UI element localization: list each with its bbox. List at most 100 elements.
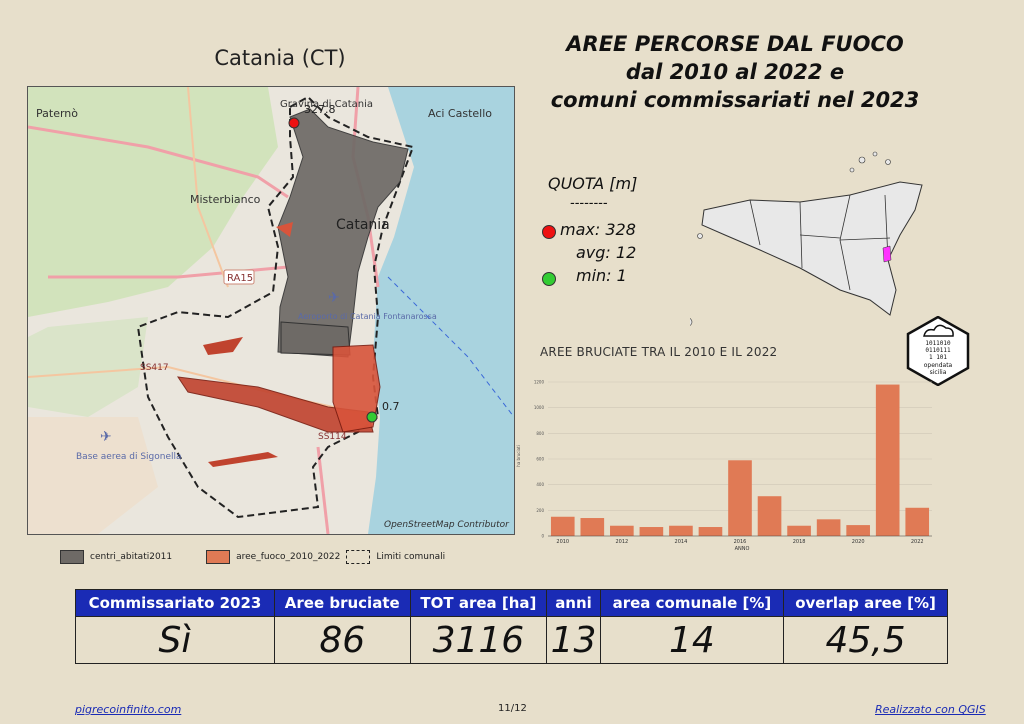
chart-ylabel: ha bruciati	[516, 445, 521, 466]
header-commissariato: Commissariato 2023	[75, 589, 275, 617]
label-misterbianco: Misterbianco	[190, 193, 261, 206]
chart-bar-2016	[728, 460, 752, 536]
header-area-comunale: area comunale [%]	[599, 589, 785, 617]
road-shield-ra15	[223, 269, 255, 285]
island-shape	[872, 151, 878, 157]
chart-ytick-label: 400	[536, 482, 544, 487]
opendata-sicilia-logo: 1011010 0110111 1 101 opendata sicilia	[906, 316, 970, 386]
title-line-3: comuni commissariati nel 2023	[550, 88, 920, 112]
chart-ytick-label: 600	[536, 457, 544, 462]
map-farmland	[28, 417, 158, 534]
header-anni: anni	[546, 589, 601, 617]
badge-bits-3: 1 101	[929, 354, 947, 361]
max-elevation-label: 327.8	[304, 103, 336, 116]
max-dot-icon	[542, 225, 556, 239]
legend-swatch-aree	[206, 550, 231, 564]
label-catania: Catania	[336, 217, 390, 233]
chart-bar-2017	[757, 496, 782, 536]
burned-area-chart: 0 200 400 600 800 1000 1200 2010 2012 2014 2016 201…	[516, 380, 932, 552]
badge-text-1: opendata	[924, 362, 953, 369]
map-canvas: Paternò Gravina di Catania Aci Castello …	[28, 87, 514, 534]
footer-website[interactable]: pigrecoinfinito.com	[75, 703, 181, 716]
island-shape	[858, 156, 866, 164]
map-road	[187, 87, 229, 288]
chart-xtick-label: 2018	[793, 539, 806, 545]
map-burned-area	[203, 337, 243, 355]
quota-avg: avg: 12	[576, 243, 637, 262]
island-shape	[690, 318, 693, 326]
map-burned-area	[276, 222, 293, 237]
value-area-comunale: 14	[599, 616, 785, 664]
map-sea	[368, 87, 514, 534]
map-sea-boundary	[387, 276, 514, 418]
chart-bar-2018	[787, 525, 811, 536]
title-line-1: AREE PERCORSE DAL FUOCO	[566, 32, 904, 56]
chart-bar-2015	[698, 527, 723, 536]
chart-xlabel: ANNO	[735, 546, 750, 552]
main-title: AREE PERCORSE DAL FUOCO dal 2010 al 2022…	[520, 30, 950, 114]
chart-ytick-label: 800	[536, 431, 544, 436]
chart-xtick-label: 2020	[852, 539, 865, 545]
stats-value-row: Sì 86 3116 13 14 45,5	[75, 616, 948, 664]
chart-xtick-label: 2016	[734, 539, 747, 545]
legend-aree: aree_fuoco_2010_2022	[236, 552, 341, 562]
stats-header-row: Commissariato 2023 Aree bruciate TOT are…	[75, 589, 948, 617]
legend-limiti: Limiti comunali	[376, 552, 446, 562]
chart-ytick-label: 200	[536, 508, 544, 513]
chart-xtick-label: 2010	[556, 539, 569, 545]
stats-table: Commissariato 2023 Aree bruciate TOT are…	[75, 589, 948, 664]
min-dot-icon	[542, 272, 556, 286]
quota-min: min: 1	[576, 266, 627, 285]
map-frame[interactable]: Paternò Gravina di Catania Aci Castello …	[27, 86, 515, 535]
chart-ytick-label: 0	[541, 534, 544, 539]
chart-bar-2020	[846, 525, 870, 536]
map-burned-area	[332, 344, 381, 433]
value-tot-area: 3116	[409, 616, 548, 664]
header-tot-area: TOT area [ha]	[409, 589, 548, 617]
sicily-provinces	[749, 194, 891, 291]
badge-bits-2: 0110111	[925, 347, 951, 354]
label-paterno: Paternò	[36, 107, 78, 120]
map-green-area	[28, 87, 278, 317]
map-attribution: OpenStreetMap Contributor	[384, 520, 510, 530]
label-aci-castello: Aci Castello	[428, 107, 492, 120]
value-overlap: 45,5	[783, 616, 948, 664]
badge-bits-1: 1011010	[925, 340, 951, 347]
label-ss417: SS417	[140, 363, 169, 373]
badge-text-2: sicilia	[930, 369, 947, 376]
chart-axes: 0 200 400 600 800 1000 1200 2010 2012 2014 2016 201…	[534, 380, 932, 545]
min-elevation-marker	[366, 411, 378, 423]
map-legend: centri_abitati2011 aree_fuoco_2010_2022 …	[60, 550, 445, 564]
map-green-area	[28, 317, 148, 417]
footer-website-link[interactable]: pigrecoinfinito.com	[75, 703, 182, 716]
chart-bar-2010	[550, 516, 575, 536]
label-aeroporto: Aeroporto di Catania Fontanarossa	[298, 312, 437, 321]
legend-swatch-centri	[60, 550, 84, 564]
chart-ytick-label: 1200	[534, 380, 545, 385]
label-ss114: SS114	[318, 432, 347, 442]
sicily-outline	[701, 181, 923, 316]
map-road	[28, 125, 289, 199]
airport-icon: ✈	[328, 290, 340, 306]
value-anni: 13	[546, 616, 601, 664]
legend-swatch-limiti	[346, 550, 371, 564]
map-urban-area	[277, 108, 409, 358]
header-overlap: overlap aree [%]	[783, 589, 948, 617]
chart-bar-2014	[669, 525, 693, 536]
sicily-inset-map	[690, 151, 923, 326]
map-road	[28, 365, 379, 418]
chart-bar-2019	[816, 519, 841, 536]
island-shape	[885, 159, 891, 165]
airport-icon: ✈	[100, 429, 112, 445]
value-aree-bruciate: 86	[273, 616, 411, 664]
chart-bar-2022	[905, 507, 930, 536]
footer-qgis-link[interactable]: Realizzato con QGIS	[875, 703, 986, 716]
map-road	[316, 446, 330, 534]
map-title: Catania (CT)	[214, 46, 346, 70]
header-aree-bruciate: Aree bruciate	[273, 589, 411, 617]
chart-xtick-label: 2012	[615, 539, 628, 545]
footer-qgis[interactable]: Realizzato con QGIS	[875, 703, 986, 716]
label-sigonella: Base aerea di Sigonella	[76, 452, 182, 462]
min-elevation-label: 0.7	[382, 400, 400, 413]
quota-label: QUOTA [m]	[548, 174, 638, 193]
